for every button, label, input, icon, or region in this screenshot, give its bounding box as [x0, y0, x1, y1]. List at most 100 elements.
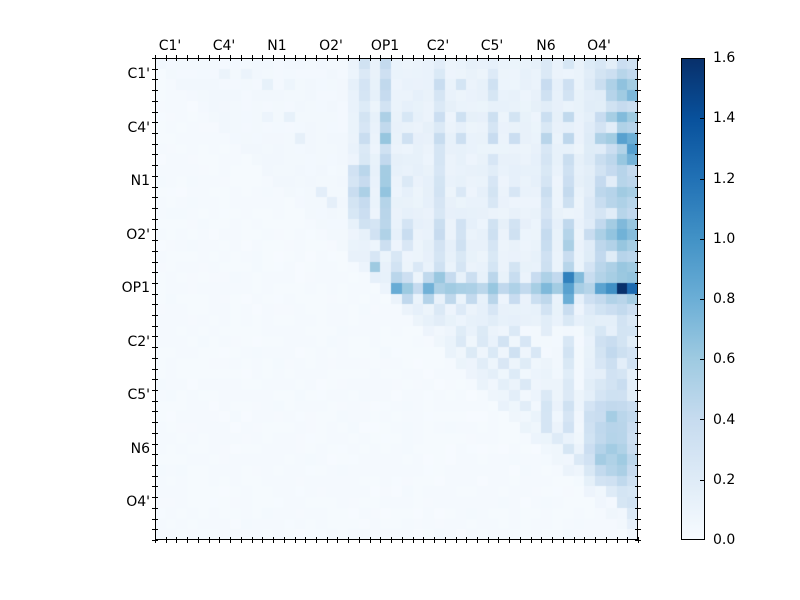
- colorbar-tick-label: 0.4: [713, 412, 736, 428]
- colorbar-tick-label: 0.0: [713, 532, 736, 548]
- tick-mark: [413, 55, 414, 61]
- tick-mark: [635, 283, 641, 284]
- x-tick-label: OP1: [370, 38, 400, 54]
- tick-mark: [574, 55, 575, 61]
- colorbar-tick-label: 1.6: [713, 50, 736, 66]
- tick-mark: [316, 55, 317, 61]
- tick-mark: [359, 55, 360, 61]
- colorbar-tick-label: 1.2: [713, 171, 736, 187]
- tick-mark: [152, 165, 158, 166]
- tick-mark: [635, 315, 641, 316]
- tick-mark: [635, 454, 641, 455]
- tick-mark: [152, 315, 158, 316]
- tick-mark: [391, 55, 392, 61]
- y-tick-label: C4': [127, 120, 150, 136]
- tick-mark: [152, 497, 158, 498]
- tick-mark: [498, 537, 499, 543]
- tick-mark: [295, 55, 296, 61]
- tick-mark: [152, 240, 158, 241]
- x-tick-label: N6: [536, 38, 556, 54]
- tick-mark: [209, 55, 210, 61]
- tick-mark: [152, 219, 158, 220]
- tick-mark: [635, 519, 641, 520]
- colorbar-tick-label: 0.6: [713, 351, 736, 367]
- tick-mark: [152, 133, 158, 134]
- tick-mark: [563, 55, 564, 61]
- tick-mark: [187, 537, 188, 543]
- x-tick-label: O4': [587, 38, 611, 54]
- tick-mark: [380, 55, 381, 61]
- x-tick-label: C5': [480, 38, 504, 54]
- tick-mark: [370, 537, 371, 543]
- tick-mark: [152, 229, 158, 230]
- tick-mark: [552, 537, 553, 543]
- tick-mark: [230, 55, 231, 61]
- tick-mark: [635, 90, 641, 91]
- tick-mark: [541, 55, 542, 61]
- tick-mark: [574, 537, 575, 543]
- tick-mark: [152, 411, 158, 412]
- y-tick-label: O4': [126, 494, 150, 510]
- tick-mark: [252, 55, 253, 61]
- colorbar-tick-label: 0.8: [713, 291, 736, 307]
- tick-mark: [152, 433, 158, 434]
- tick-mark: [635, 144, 641, 145]
- tick-mark: [152, 294, 158, 295]
- tick-mark: [635, 401, 641, 402]
- tick-mark: [219, 55, 220, 61]
- tick-mark: [152, 476, 158, 477]
- tick-mark: [230, 537, 231, 543]
- tick-mark: [635, 133, 641, 134]
- tick-mark: [635, 529, 641, 530]
- tick-mark: [635, 433, 641, 434]
- y-tick-label: C5': [127, 387, 150, 403]
- tick-mark: [635, 229, 641, 230]
- tick-mark: [262, 55, 263, 61]
- tick-mark: [617, 55, 618, 61]
- tick-mark: [152, 144, 158, 145]
- tick-mark: [152, 251, 158, 252]
- tick-mark: [391, 537, 392, 543]
- tick-mark: [635, 272, 641, 273]
- tick-mark: [700, 118, 705, 119]
- tick-mark: [584, 55, 585, 61]
- tick-mark: [316, 537, 317, 543]
- tick-mark: [635, 422, 641, 423]
- tick-mark: [700, 359, 705, 360]
- tick-mark: [700, 419, 705, 420]
- tick-mark: [152, 444, 158, 445]
- tick-mark: [152, 58, 158, 59]
- tick-mark: [445, 537, 446, 543]
- tick-mark: [348, 537, 349, 543]
- tick-mark: [166, 55, 167, 61]
- tick-mark: [617, 537, 618, 543]
- tick-mark: [635, 112, 641, 113]
- tick-mark: [635, 369, 641, 370]
- tick-mark: [466, 537, 467, 543]
- tick-mark: [152, 390, 158, 391]
- tick-mark: [262, 537, 263, 543]
- tick-mark: [635, 176, 641, 177]
- tick-mark: [456, 55, 457, 61]
- tick-mark: [477, 55, 478, 61]
- tick-mark: [152, 79, 158, 80]
- heatmap-canvas: [155, 58, 638, 540]
- tick-mark: [606, 537, 607, 543]
- x-tick-label: N1: [267, 38, 287, 54]
- tick-mark: [434, 55, 435, 61]
- tick-mark: [166, 537, 167, 543]
- tick-mark: [635, 197, 641, 198]
- tick-mark: [402, 537, 403, 543]
- tick-mark: [635, 508, 641, 509]
- tick-mark: [635, 540, 641, 541]
- tick-mark: [241, 537, 242, 543]
- x-tick-label: O2': [319, 38, 343, 54]
- tick-mark: [273, 55, 274, 61]
- tick-mark: [700, 299, 705, 300]
- tick-mark: [305, 537, 306, 543]
- tick-mark: [635, 187, 641, 188]
- tick-mark: [423, 537, 424, 543]
- tick-mark: [635, 122, 641, 123]
- tick-mark: [423, 55, 424, 61]
